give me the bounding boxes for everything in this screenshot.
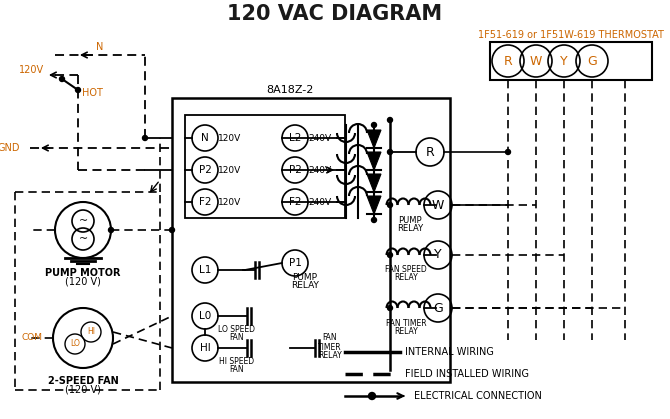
Text: P1: P1 xyxy=(289,258,302,268)
Text: 120V: 120V xyxy=(218,166,242,174)
Text: RELAY: RELAY xyxy=(318,352,342,360)
Circle shape xyxy=(76,88,80,93)
Text: Y: Y xyxy=(434,248,442,261)
Text: 2-SPEED FAN: 2-SPEED FAN xyxy=(48,376,119,386)
Text: P2: P2 xyxy=(198,165,212,175)
Text: L2: L2 xyxy=(289,133,302,143)
Text: TIMER: TIMER xyxy=(318,342,342,352)
Text: PUMP MOTOR: PUMP MOTOR xyxy=(46,268,121,278)
Text: G: G xyxy=(433,302,443,315)
Text: HI SPEED: HI SPEED xyxy=(220,357,255,367)
Text: P2: P2 xyxy=(289,165,302,175)
Text: PUMP: PUMP xyxy=(398,215,422,225)
Text: FAN: FAN xyxy=(230,365,245,375)
Text: L1: L1 xyxy=(199,265,211,275)
Circle shape xyxy=(60,77,64,82)
Text: HOT: HOT xyxy=(82,88,103,98)
Text: 240V: 240V xyxy=(308,134,332,142)
Text: RELAY: RELAY xyxy=(397,223,423,233)
Text: ~: ~ xyxy=(78,216,88,226)
Text: PUMP: PUMP xyxy=(293,272,318,282)
Bar xyxy=(185,115,345,218)
Text: W: W xyxy=(530,54,542,67)
Circle shape xyxy=(387,253,393,258)
Text: FIELD INSTALLED WIRING: FIELD INSTALLED WIRING xyxy=(405,369,529,379)
Text: 1F51-619 or 1F51W-619 THERMOSTAT: 1F51-619 or 1F51W-619 THERMOSTAT xyxy=(478,30,664,40)
Text: LO SPEED: LO SPEED xyxy=(218,326,255,334)
Text: RELAY: RELAY xyxy=(394,274,418,282)
Text: RELAY: RELAY xyxy=(394,326,418,336)
Circle shape xyxy=(371,217,377,222)
Text: HI: HI xyxy=(200,343,210,353)
Text: F2: F2 xyxy=(289,197,302,207)
Text: R: R xyxy=(425,145,434,158)
Text: (120 V): (120 V) xyxy=(65,385,101,395)
Text: ~: ~ xyxy=(78,234,88,244)
Polygon shape xyxy=(367,152,381,170)
Circle shape xyxy=(369,393,375,399)
Text: 120V: 120V xyxy=(19,65,45,75)
Text: 120V: 120V xyxy=(218,134,242,142)
Circle shape xyxy=(387,150,393,155)
Text: N: N xyxy=(96,42,104,52)
Circle shape xyxy=(505,150,511,155)
Text: 240V: 240V xyxy=(308,166,332,174)
Text: L0: L0 xyxy=(199,311,211,321)
Text: G: G xyxy=(587,54,597,67)
Circle shape xyxy=(387,202,393,207)
Text: GND: GND xyxy=(0,143,20,153)
Polygon shape xyxy=(367,130,381,148)
Polygon shape xyxy=(367,196,381,214)
Text: FAN: FAN xyxy=(230,334,245,342)
Bar xyxy=(490,42,652,80)
Text: RELAY: RELAY xyxy=(291,282,319,290)
Text: 120V: 120V xyxy=(218,197,242,207)
Text: INTERNAL WIRING: INTERNAL WIRING xyxy=(405,347,494,357)
Polygon shape xyxy=(367,174,381,192)
Text: 120 VAC DIAGRAM: 120 VAC DIAGRAM xyxy=(227,4,443,24)
Bar xyxy=(172,98,450,382)
Text: FAN TIMER: FAN TIMER xyxy=(386,318,426,328)
Text: ELECTRICAL CONNECTION: ELECTRICAL CONNECTION xyxy=(414,391,542,401)
Circle shape xyxy=(387,117,393,122)
Circle shape xyxy=(371,122,377,127)
Text: Y: Y xyxy=(560,54,567,67)
Text: 8A18Z-2: 8A18Z-2 xyxy=(266,85,314,95)
Circle shape xyxy=(170,228,174,233)
Text: FAN SPEED: FAN SPEED xyxy=(385,266,427,274)
Text: COM: COM xyxy=(22,334,43,342)
Text: FAN: FAN xyxy=(323,334,337,342)
Circle shape xyxy=(109,228,113,233)
Text: (120 V): (120 V) xyxy=(65,277,101,287)
Text: R: R xyxy=(504,54,513,67)
Text: LO: LO xyxy=(70,339,80,349)
Circle shape xyxy=(143,135,147,140)
Text: N: N xyxy=(201,133,209,143)
Circle shape xyxy=(387,305,393,310)
Text: 240V: 240V xyxy=(308,197,332,207)
Text: HI: HI xyxy=(87,328,95,336)
Text: W: W xyxy=(431,199,444,212)
Text: F2: F2 xyxy=(199,197,211,207)
